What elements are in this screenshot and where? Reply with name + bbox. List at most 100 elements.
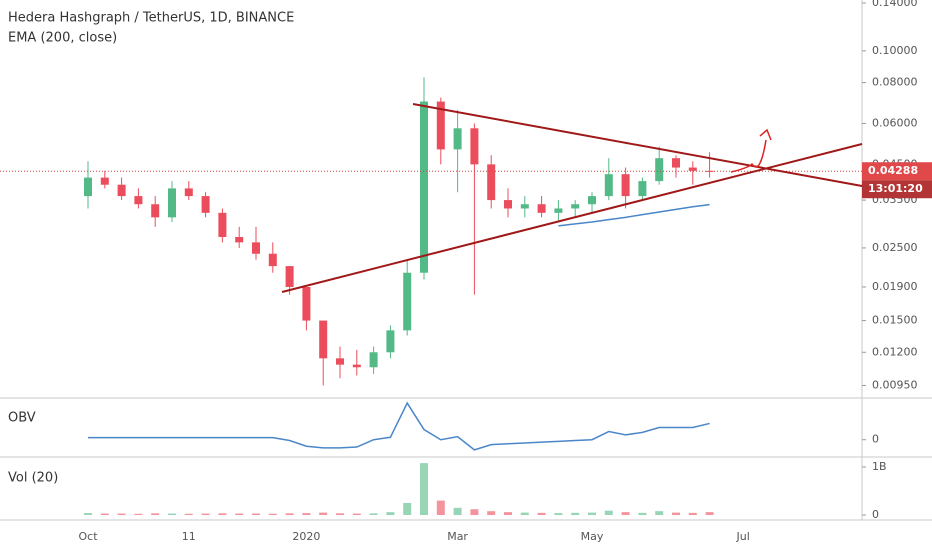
volume-bar bbox=[184, 513, 193, 516]
volume-bar bbox=[151, 513, 160, 516]
volume-bar bbox=[285, 513, 294, 516]
x-tick-label: May bbox=[581, 530, 604, 543]
candle-body bbox=[520, 204, 529, 209]
y-tick-label: 0.14000 bbox=[872, 0, 918, 9]
volume-bar bbox=[537, 512, 546, 516]
x-tick-label: Mar bbox=[447, 530, 468, 543]
candle-body bbox=[453, 128, 462, 150]
y-tick-label: 0.06000 bbox=[872, 116, 918, 129]
volume-bar bbox=[655, 511, 664, 516]
countdown-box bbox=[862, 180, 932, 199]
volume-bar bbox=[134, 513, 143, 516]
volume-bar bbox=[453, 507, 462, 516]
candle-body bbox=[403, 272, 412, 331]
candle-body bbox=[268, 253, 277, 267]
candle-body bbox=[504, 200, 512, 209]
y-tick-label: 0.00950 bbox=[872, 378, 918, 391]
volume-bar bbox=[252, 513, 260, 516]
candle-body bbox=[537, 204, 546, 213]
panel-title: OBV bbox=[8, 411, 36, 426]
candle-body bbox=[352, 364, 361, 368]
volume-bar bbox=[117, 513, 126, 516]
candle-body bbox=[638, 181, 647, 197]
volume-bar bbox=[100, 513, 109, 516]
x-tick-label: Oct bbox=[78, 530, 98, 543]
candle-body bbox=[436, 101, 445, 150]
volume-bar bbox=[168, 513, 176, 516]
volume-bar bbox=[504, 512, 512, 516]
last-price-label: 0.04288 bbox=[868, 164, 918, 177]
volume-bar bbox=[369, 513, 378, 516]
candle-body bbox=[134, 196, 143, 205]
y-tick-label: 0.01200 bbox=[872, 345, 918, 358]
volume-bar bbox=[302, 513, 311, 516]
last-price-box bbox=[862, 162, 932, 181]
x-tick-label: 11 bbox=[182, 530, 196, 543]
marks bbox=[0, 77, 862, 516]
candle-body bbox=[554, 208, 563, 213]
candle-body bbox=[84, 177, 92, 197]
volume-bar bbox=[571, 512, 580, 516]
trend-line bbox=[281, 143, 863, 293]
volume-bar bbox=[386, 512, 395, 516]
volume-bar bbox=[352, 513, 361, 516]
candle-body bbox=[420, 101, 428, 273]
ema-line bbox=[558, 203, 710, 227]
candle-body bbox=[252, 242, 260, 254]
y-tick-label: 0.10000 bbox=[872, 44, 918, 57]
y-tick-label: 0.08000 bbox=[872, 76, 918, 89]
axis-labels: 0.140000.100000.080000.060000.045000.035… bbox=[78, 0, 932, 543]
candle-body bbox=[151, 204, 160, 218]
volume-bar bbox=[235, 513, 244, 516]
volume-bar bbox=[705, 512, 714, 516]
candle-body bbox=[235, 236, 244, 243]
candle-body bbox=[336, 358, 344, 365]
y-tick-label: 0.02500 bbox=[872, 241, 918, 254]
x-tick-label: Jul bbox=[736, 530, 750, 543]
candle-body bbox=[571, 204, 580, 209]
volume-bar bbox=[319, 512, 328, 516]
volume-bar bbox=[201, 513, 210, 516]
candle-body bbox=[672, 158, 680, 168]
x-tick-label: 2020 bbox=[292, 530, 320, 543]
y-tick-label: 0.01500 bbox=[872, 314, 918, 327]
candle-body bbox=[487, 164, 496, 201]
candle-body bbox=[100, 177, 109, 185]
candle-body bbox=[369, 352, 378, 368]
candle-body bbox=[285, 266, 294, 287]
candle-body bbox=[655, 158, 664, 182]
volume-bar bbox=[436, 500, 445, 516]
volume-bar bbox=[218, 513, 227, 516]
volume-bar bbox=[554, 513, 563, 516]
panel-title: Vol (20) bbox=[8, 471, 58, 486]
volume-bar bbox=[403, 502, 412, 516]
candle-body bbox=[218, 212, 227, 237]
arrow-annotation bbox=[730, 139, 767, 173]
obv-line bbox=[88, 401, 710, 451]
volume-bar bbox=[588, 512, 596, 516]
volume-bar bbox=[268, 513, 277, 516]
y-tick-label: 1B bbox=[872, 460, 887, 473]
volume-bar bbox=[420, 463, 428, 516]
candle-body bbox=[201, 196, 210, 213]
volume-bar bbox=[84, 513, 92, 516]
candle-body bbox=[302, 286, 311, 321]
candle-body bbox=[604, 174, 613, 197]
volume-bar bbox=[672, 512, 680, 516]
volume-bar bbox=[621, 512, 630, 516]
candle-body bbox=[688, 167, 697, 171]
y-tick-label: 0 bbox=[872, 508, 879, 521]
candle-body bbox=[470, 128, 479, 165]
y-tick-label: 0 bbox=[872, 433, 879, 446]
candle-body bbox=[184, 188, 193, 197]
candle-body bbox=[705, 170, 714, 172]
candle-body bbox=[588, 196, 596, 205]
arrow-head bbox=[759, 128, 772, 141]
volume-bar bbox=[604, 510, 613, 516]
candle-body bbox=[168, 188, 176, 218]
volume-bar bbox=[688, 512, 697, 516]
volume-bar bbox=[470, 509, 479, 516]
chart-title: Hedera Hashgraph / TetherUS, 1D, BINANCE bbox=[8, 11, 294, 26]
